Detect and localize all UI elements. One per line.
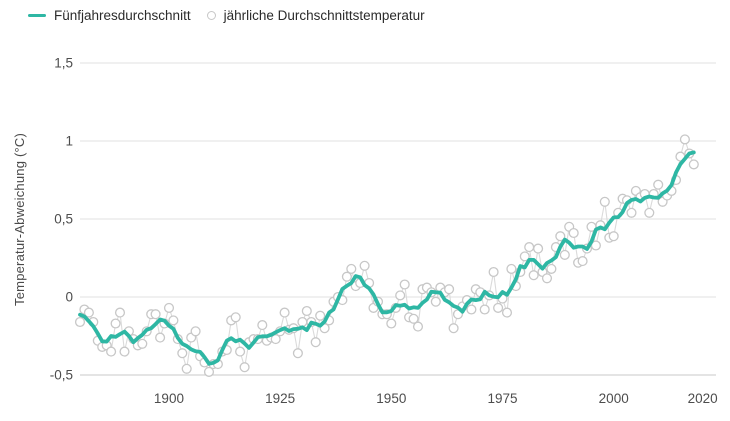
annual-temperature-point [310,337,321,348]
y-tick-label: 0 [65,290,73,305]
y-tick-label: 1,5 [54,56,73,71]
x-tick-label: 1900 [154,391,184,406]
y-tick-label: -0,5 [50,368,73,383]
annual-temperature-point [479,304,490,315]
annual-temperature-point [155,332,166,343]
x-tick-label: 2000 [599,391,629,406]
annual-temperature-point [599,196,610,207]
annual-temperature-point [359,260,370,271]
annual-temperature-point [679,134,690,145]
annual-temperature-point [235,346,246,357]
annual-temperature-point [190,326,201,337]
annual-temperature-point [257,320,268,331]
annual-temperature-point [533,243,544,254]
annual-temperature-point [466,304,477,315]
annual-temperature-point [626,207,637,218]
annual-temperature-point [230,312,241,323]
annual-temperature-point [568,227,579,239]
chart-legend: Fünfjahresdurchschnitt jährliche Durchsc… [28,8,425,23]
x-tick-label: 1950 [376,391,406,406]
annual-temperature-point [444,284,455,295]
x-tick-label: 1975 [487,391,517,406]
y-tick-label: 1 [65,134,73,149]
annual-temperature-point [412,321,424,332]
annual-temperature-point [74,316,86,328]
annual-temperature-point [297,316,308,328]
annual-temperature-point [106,346,117,357]
legend-item-annual-temperature: jährliche Durchschnittstemperatur [206,8,425,23]
annual-temperature-point [110,318,121,329]
annual-temperature-point [83,307,94,318]
annual-temperature-point [524,242,535,253]
annual-temperature-point [292,348,303,359]
line-swatch-icon [28,14,46,17]
annual-temperature-point [559,249,570,260]
annual-temperature-point [493,302,504,313]
annual-temperature-point [541,273,553,284]
annual-temperature-point [528,270,539,281]
x-tick-label: 1925 [265,391,295,406]
annual-temperature-point [448,323,459,334]
annual-temperature-point [577,256,588,267]
x-tick-label: 2020 [688,391,718,406]
annual-temperature-point [341,271,352,282]
annual-temperature-point [506,263,517,274]
annual-temperature-point [386,318,397,329]
annual-temperature-point [168,315,179,326]
y-axis-title: Temperatur-Abweichung (°C) [11,132,27,306]
annual-temperature-point [150,309,161,320]
annual-temperature-point [279,307,290,318]
annual-temperature-point [239,362,250,373]
legend-item-five-year-average: Fünfjahresdurchschnitt [28,8,191,23]
annual-temperature-point [399,279,410,290]
annual-series-connector-line [79,137,695,374]
annual-temperature-point [114,307,126,318]
annual-temperature-point [430,296,441,307]
annual-temperature-point [608,231,619,242]
annual-temperature-point [408,313,419,324]
annual-temperature-point [203,366,215,377]
annual-temperature-point [590,240,601,251]
y-tick-label: 0,5 [54,212,73,227]
legend-label-annual-temperature: jährliche Durchschnittstemperatur [223,8,425,23]
annual-temperature-point [501,307,513,318]
circle-swatch-icon [206,11,216,20]
annual-temperature-point [163,302,175,313]
annual-temperature-point [688,159,699,170]
annual-temperature-point [301,305,312,317]
annual-temperature-point [119,346,130,357]
five-year-average-line [78,150,696,366]
legend-label-five-year-average: Fünfjahresdurchschnitt [54,8,191,23]
annual-temperature-point [644,207,655,218]
annual-temperature-point [546,263,557,274]
annual-temperature-point [346,263,357,274]
annual-temperature-point [488,266,499,278]
annual-temperature-point [177,348,188,359]
annual-temperature-point [555,231,566,242]
annual-temperature-point [181,363,192,374]
annual-temperature-point [519,251,530,262]
annual-temperature-point [315,310,326,321]
annual-temperature-point [395,290,406,301]
annual-temperature-point [653,179,664,190]
annual-temperature-point [137,338,148,349]
annual-temperature-point [270,334,281,345]
